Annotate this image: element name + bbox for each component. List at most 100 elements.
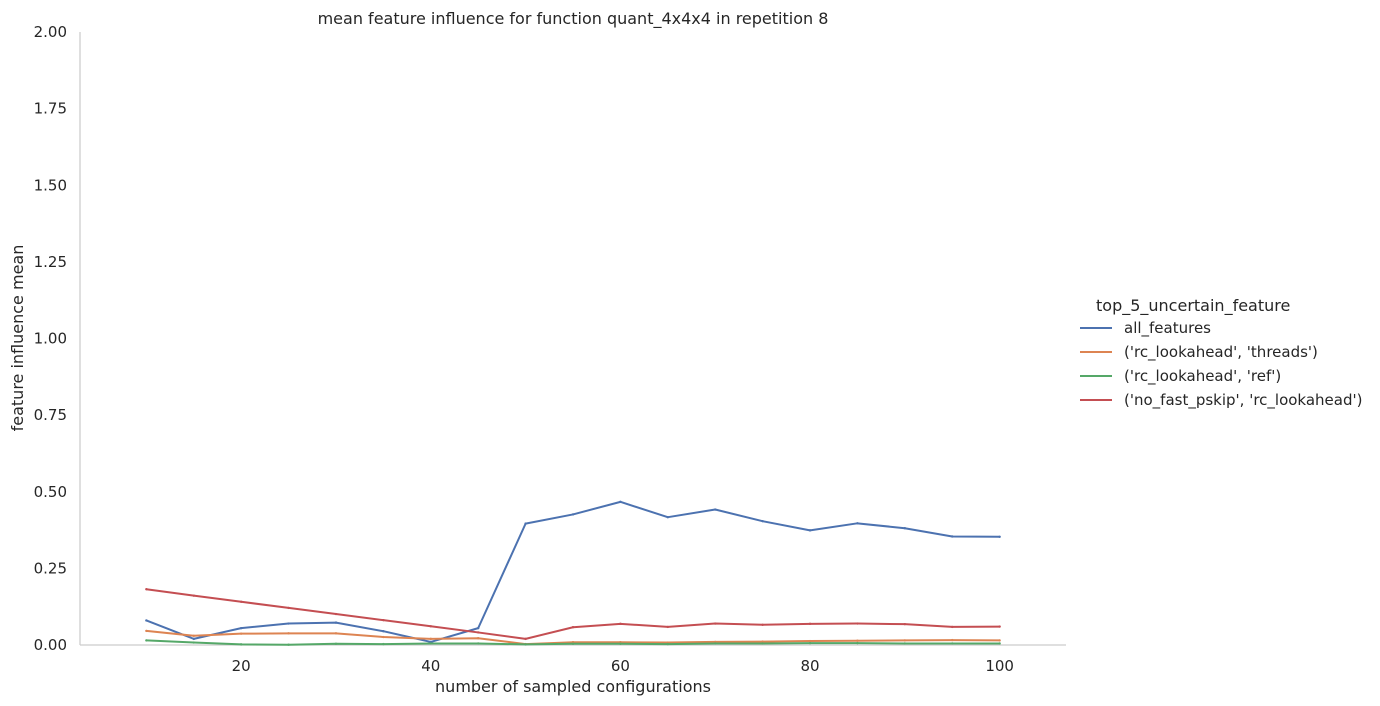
- legend: top_5_uncertain_feature all_features ('rc…: [1080, 296, 1362, 410]
- x-tick-label: 40: [421, 657, 440, 675]
- chart-title: mean feature influence for function quan…: [318, 9, 829, 29]
- legend-label-3: ('no_fast_pskip', 'rc_lookahead'): [1124, 391, 1362, 410]
- legend-label-1: ('rc_lookahead', 'threads'): [1124, 343, 1318, 362]
- series-1-point: [334, 632, 338, 635]
- series-3-point: [951, 625, 954, 629]
- series-1-point: [476, 637, 480, 640]
- y-tick-label: 0.50: [34, 483, 67, 501]
- legend-label-0: all_features: [1124, 319, 1211, 338]
- series-2-point: [287, 643, 290, 646]
- series-3-point: [382, 618, 385, 622]
- x-tick-label: 20: [232, 657, 251, 675]
- y-tick-label: 1.00: [34, 330, 67, 348]
- y-tick-label: 0.25: [34, 559, 67, 577]
- series-0-point: [666, 515, 670, 519]
- series-1-point: [192, 634, 195, 638]
- series-2-point: [666, 642, 670, 646]
- series-2-point: [145, 639, 148, 642]
- series-0-point: [761, 519, 764, 523]
- series-0-point: [524, 522, 527, 525]
- series-1-point: [998, 639, 1001, 642]
- series-1-point: [287, 632, 290, 635]
- series-3-point: [334, 612, 338, 616]
- series-2-point: [382, 642, 385, 646]
- series-3-point: [856, 622, 859, 625]
- series-2-point: [951, 642, 954, 645]
- series-0-point: [856, 522, 859, 525]
- series-0-point: [287, 622, 290, 625]
- y-tick-label: 1.75: [34, 100, 67, 118]
- series-0-point: [714, 508, 717, 511]
- series-3-point: [808, 622, 812, 626]
- series-2-point: [714, 642, 717, 645]
- y-axis-title: feature influence mean: [8, 245, 27, 432]
- series-3-point: [619, 622, 622, 626]
- legend-items: all_features ('rc_lookahead', 'threads') (…: [1080, 319, 1362, 410]
- legend-label-2: ('rc_lookahead', 'ref'): [1124, 367, 1281, 386]
- series-3-point: [476, 631, 480, 634]
- legend-title: top_5_uncertain_feature: [1096, 296, 1290, 316]
- series-1-point: [145, 629, 148, 633]
- series-2-point: [808, 641, 812, 645]
- series-2-point: [903, 642, 907, 645]
- series-3-point: [192, 594, 195, 597]
- x-axis-ticks: 20 40 60 80 100: [232, 657, 1014, 675]
- series-1-point: [903, 639, 907, 642]
- series-2-point: [192, 641, 195, 644]
- series-2-point: [429, 642, 432, 645]
- series-1-point: [856, 639, 859, 642]
- series-3-point: [761, 623, 764, 626]
- series-3-point: [239, 600, 243, 603]
- series-2-point: [524, 643, 527, 646]
- series-3-point: [287, 606, 290, 610]
- series-0-point: [382, 630, 385, 633]
- series-0-point: [476, 626, 480, 630]
- series-0-point: [571, 513, 575, 516]
- series-1-point: [808, 639, 812, 643]
- series-1-point: [429, 637, 432, 641]
- x-axis-title: number of sampled configurations: [435, 677, 711, 696]
- series-1-point: [761, 640, 764, 643]
- series-0-point: [903, 527, 907, 530]
- x-tick-label: 60: [611, 657, 630, 675]
- series-3-point: [145, 588, 148, 591]
- series-0-point: [951, 535, 954, 538]
- series-2-point: [856, 641, 859, 645]
- series-0-point: [334, 621, 338, 624]
- series-1-point: [239, 632, 243, 635]
- series-2-point: [334, 642, 338, 645]
- y-tick-label: 1.50: [34, 176, 67, 194]
- series-line-0: [145, 500, 1001, 643]
- series-2-point: [761, 642, 764, 645]
- series-0-point: [145, 619, 148, 622]
- y-tick-label: 0.00: [34, 636, 67, 654]
- series-1-point: [951, 638, 954, 642]
- series-3-point: [524, 637, 527, 641]
- series-0-point: [192, 637, 195, 641]
- series-lines: [145, 500, 1001, 646]
- series-0-point: [808, 529, 812, 532]
- series-2-point: [998, 642, 1001, 645]
- y-axis-ticks: 0.00 0.25 0.50 0.75 1.00 1.25 1.50 1.75 2.00: [34, 23, 67, 654]
- series-3-point: [429, 625, 432, 628]
- series-0-point: [998, 535, 1001, 539]
- series-3-point: [666, 625, 670, 629]
- series-3-point: [903, 622, 907, 626]
- y-tick-label: 1.25: [34, 253, 67, 271]
- series-2-point: [571, 642, 575, 645]
- x-tick-label: 80: [800, 657, 819, 675]
- series-line-3: [145, 588, 1001, 640]
- series-2-point: [239, 643, 243, 646]
- series-0-point: [619, 500, 622, 504]
- series-1-point: [382, 635, 385, 639]
- series-3-point: [714, 622, 717, 625]
- series-2-point: [619, 642, 622, 645]
- series-3-point: [998, 625, 1001, 628]
- x-tick-label: 100: [985, 657, 1014, 675]
- series-2-point: [476, 642, 480, 645]
- series-3-point: [571, 626, 575, 629]
- series-0-point: [239, 626, 243, 630]
- y-tick-label: 2.00: [34, 23, 67, 41]
- y-tick-label: 0.75: [34, 406, 67, 424]
